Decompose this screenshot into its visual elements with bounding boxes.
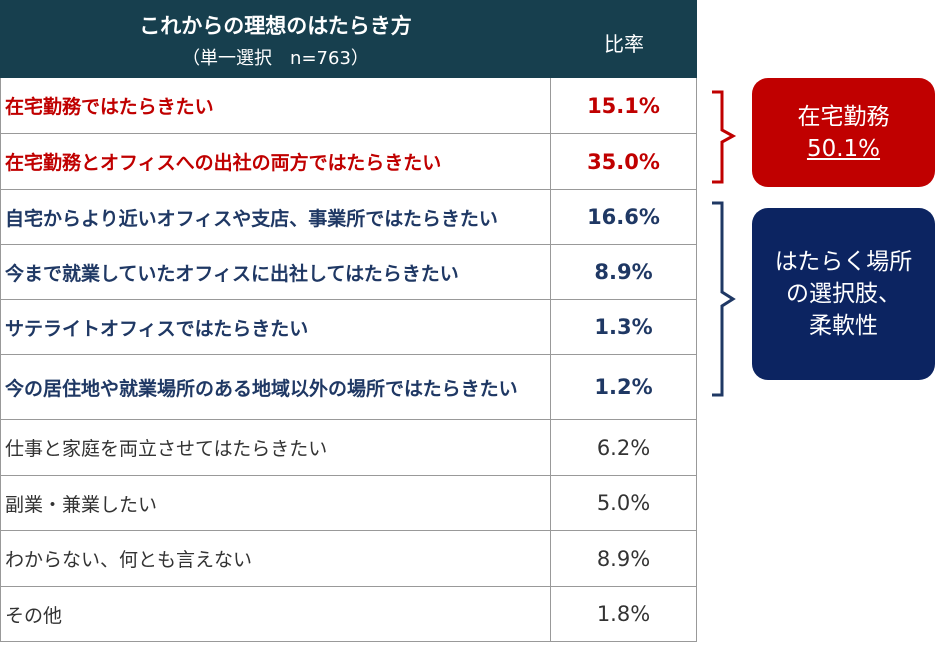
label-cell: 副業・兼業したい — [0, 476, 551, 531]
label-cell: 今の居住地や就業場所のある地域以外の場所ではたらきたい — [0, 355, 551, 420]
rate-cell: 8.9% — [551, 531, 697, 587]
rate-cell: 1.3% — [551, 300, 697, 355]
label-cell: 自宅からより近いオフィスや支店、事業所ではたらきたい — [0, 190, 551, 245]
callout-line: はたらく場所 — [774, 249, 913, 275]
rate-cell: 1.8% — [551, 587, 697, 642]
callout-value: 50.1% — [806, 135, 881, 162]
callout-line: 柔軟性 — [809, 313, 878, 339]
rate-cell: 1.2% — [551, 355, 697, 420]
label-cell: 在宅勤務とオフィスへの出社の両方ではたらきたい — [0, 134, 551, 190]
label-cell: サテライトオフィスではたらきたい — [0, 300, 551, 355]
rate-cell: 6.2% — [551, 420, 697, 476]
label-cell: その他 — [0, 587, 551, 642]
red-bracket — [712, 90, 737, 184]
callout-line: の選択肢、 — [786, 281, 901, 307]
label-cell: わからない、何とも言えない — [0, 531, 551, 587]
label-cell: 仕事と家庭を両立させてはたらきたい — [0, 420, 551, 476]
rate-cell: 16.6% — [551, 190, 697, 245]
label-cell: 在宅勤務ではたらきたい — [0, 78, 551, 134]
remote-callout: 在宅勤務 50.1% — [752, 78, 935, 187]
rate-cell: 5.0% — [551, 476, 697, 531]
header-title: これからの理想のはたらき方 — [139, 14, 412, 38]
header-subtitle: （単一選択 n=763） — [182, 48, 369, 69]
rate-cell: 15.1% — [551, 78, 697, 134]
rate-cell: 8.9% — [551, 245, 697, 300]
label-cell: 今まで就業していたオフィスに出社してはたらきたい — [0, 245, 551, 300]
blue-bracket — [712, 201, 736, 397]
rate-cell: 35.0% — [551, 134, 697, 190]
table-header: これからの理想のはたらき方 （単一選択 n=763） 比率 — [0, 0, 697, 78]
place-callout: はたらく場所 の選択肢、 柔軟性 — [752, 208, 935, 380]
column-header: 比率 — [604, 32, 644, 56]
callout-label: 在宅勤務 — [797, 103, 890, 130]
